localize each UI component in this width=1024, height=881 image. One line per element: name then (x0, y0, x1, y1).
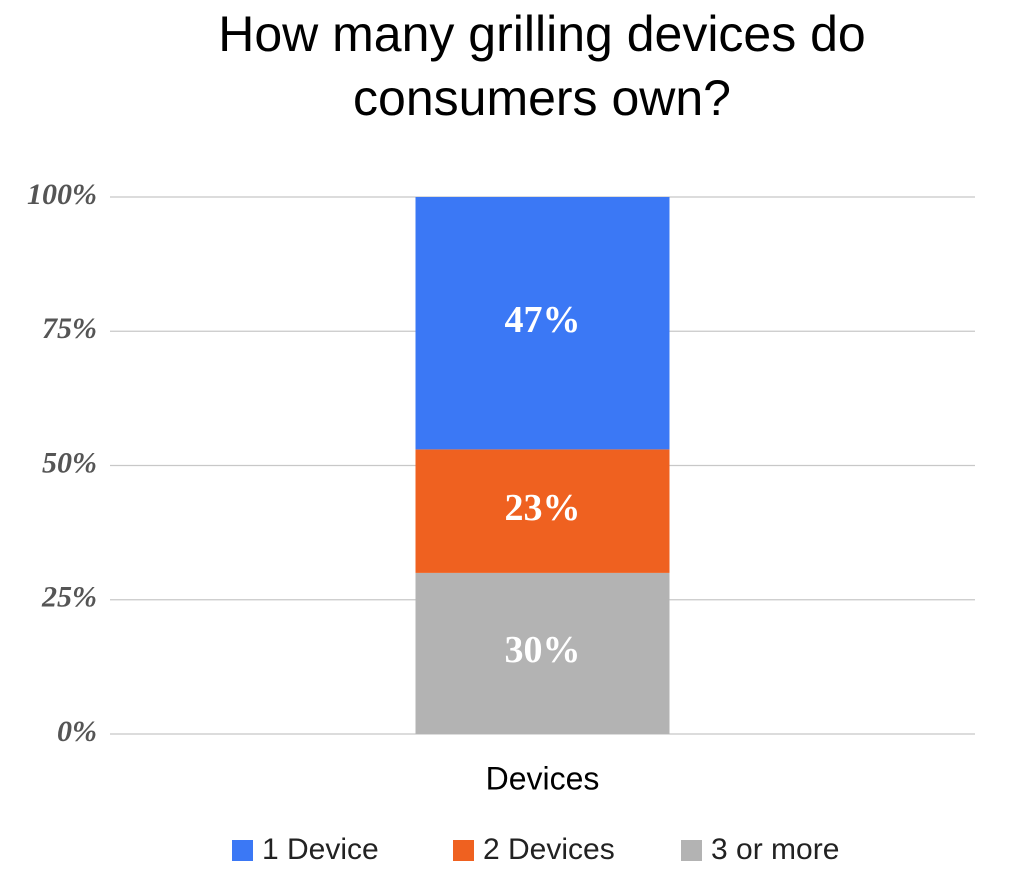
y-tick-label: 100% (27, 178, 97, 211)
y-tick-label: 25% (41, 581, 97, 614)
legend-label: 3 or more (711, 833, 839, 866)
bar-segment (415, 449, 670, 573)
value-label: 30% (505, 629, 581, 671)
y-tick-label: 0% (57, 715, 97, 748)
bar-segment (415, 197, 670, 450)
x-tick-label: Devices (486, 760, 600, 796)
value-label: 23% (505, 487, 581, 529)
legend-swatch (681, 840, 702, 861)
chart-title: How many grilling devices do consumers o… (218, 6, 866, 126)
bar-segment (415, 572, 670, 734)
y-tick-label: 50% (42, 446, 97, 479)
legend-label: 2 Devices (483, 833, 615, 866)
legend-swatch (232, 840, 253, 861)
y-tick-label: 75% (42, 312, 97, 345)
value-label: 47% (505, 299, 581, 341)
legend-swatch (453, 840, 474, 861)
legend-label: 1 Device (262, 833, 379, 866)
